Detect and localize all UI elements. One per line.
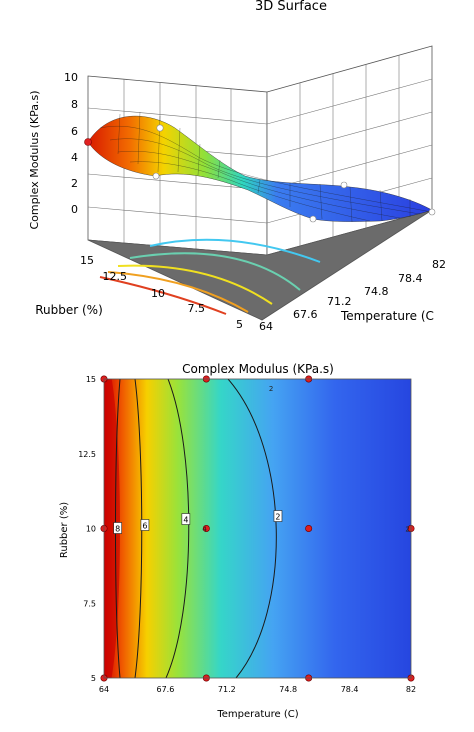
point-labels: 4 2 2: [202, 385, 409, 534]
surface-title: 3D Surface: [255, 0, 327, 14]
surface-point: [152, 172, 160, 180]
contour-y-axis-title: Rubber (%): [59, 502, 70, 558]
x-tick-label: 71.2: [218, 685, 236, 694]
x-tick-label: 67.6: [156, 685, 174, 694]
contour-label: 4: [183, 516, 188, 525]
surface-design-points: [84, 124, 436, 223]
z-tick-label: 6: [71, 125, 78, 138]
x-tick-label: 82: [432, 258, 446, 271]
point-label: 2: [269, 385, 273, 393]
surface-chart: 3D Surface: [28, 0, 446, 333]
design-point: [305, 524, 313, 532]
floor-contours: [99, 238, 321, 315]
x-tick-label: 82: [406, 685, 416, 694]
surface-z-axis-title: Complex Modulus (KPa.s): [28, 90, 41, 229]
x-tick-labels: 64 67.6 71.2 74.8 78.4 82: [99, 685, 416, 694]
contour-chart: Complex Modulus (KPa.s) 8 64 2 4 22 64 67.6 7…: [59, 362, 416, 720]
surface-point: [428, 208, 436, 216]
contour-label: 8: [115, 525, 120, 534]
contour-x-axis-title: Temperature (C): [216, 709, 298, 720]
surface-x-ticks: 82 78.4 74.8 71.2 67.6 64: [259, 258, 446, 333]
contour-label-box: [181, 513, 191, 525]
y-tick-label: 5: [236, 318, 243, 331]
y-tick-label: 7.5: [188, 302, 206, 315]
x-tick-label: 78.4: [398, 272, 423, 285]
contour-labels: 8 6 4 2: [113, 510, 283, 534]
x-tick-label: 64: [259, 320, 273, 333]
x-tick-label: 64: [99, 685, 109, 694]
y-tick-label: 10: [86, 525, 96, 534]
z-tick-label: 10: [64, 71, 78, 84]
x-tick-label: 67.6: [293, 308, 318, 321]
plot-frame: [103, 378, 412, 679]
surface-point: [84, 138, 92, 146]
surface-point: [340, 181, 348, 189]
x-tick-label: 71.2: [327, 295, 352, 308]
x-tick-label: 74.8: [279, 685, 297, 694]
point-label: 4: [202, 526, 207, 534]
y-tick-labels: 15 12.5 10 7.5 5: [78, 375, 96, 683]
y-tick-label: 12.5: [103, 270, 128, 283]
surface-point: [309, 215, 317, 223]
contour-label-box: [113, 522, 122, 534]
y-tick-label: 5: [91, 674, 96, 683]
contour-line-4: [165, 379, 190, 678]
y-tick-label: 7.5: [83, 599, 96, 608]
z-tick-label: 4: [71, 151, 78, 164]
contour-line-2: [227, 379, 277, 678]
contour-label-box: [273, 510, 283, 522]
contour-title: Complex Modulus (KPa.s): [182, 362, 334, 376]
surface-point: [156, 124, 164, 132]
y-tick-label: 12.5: [78, 450, 96, 459]
surface-rubber-axis-title: Rubber (%): [35, 303, 103, 317]
contour-fill: [104, 379, 411, 678]
surface-y-ticks: 15 12.5 10 7.5 5: [80, 254, 243, 331]
x-tick-label: 78.4: [341, 685, 359, 694]
surface-z-ticks: 10 8 6 4 2 0: [64, 71, 78, 216]
contour-label: 6: [142, 522, 147, 531]
z-tick-label: 2: [71, 177, 78, 190]
design-point: [202, 524, 210, 532]
point-label: 2: [405, 526, 409, 534]
y-tick-label: 10: [151, 287, 165, 300]
contour-label-box: [140, 519, 150, 531]
surface-mesh: [99, 111, 433, 223]
z-tick-label: 0: [71, 203, 78, 216]
surface-temperature-axis-title: Temperature (C: [340, 309, 434, 323]
contour-label: 2: [275, 513, 280, 522]
z-tick-label: 8: [71, 98, 78, 111]
x-tick-label: 74.8: [364, 285, 389, 298]
y-tick-label: 15: [80, 254, 94, 267]
response-surface: [87, 115, 433, 222]
y-tick-label: 15: [86, 375, 96, 384]
